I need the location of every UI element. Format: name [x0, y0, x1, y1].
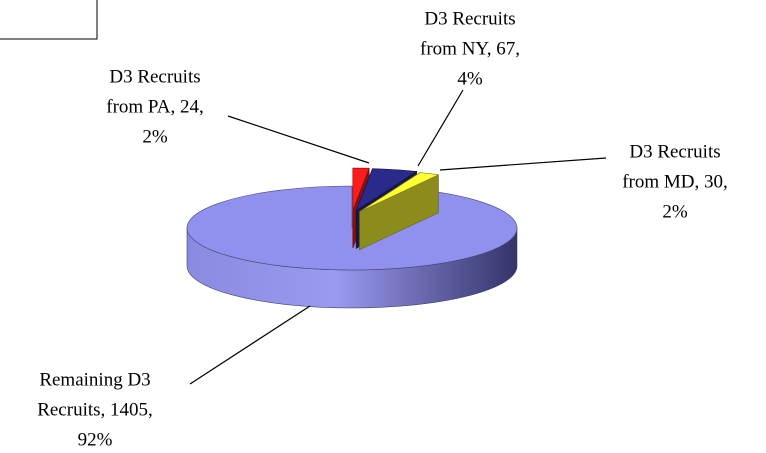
data-label-line: D3 Recruits	[629, 141, 720, 162]
slice-top	[355, 168, 418, 212]
slice-top	[359, 172, 440, 212]
data-label-line: from MD, 30,	[622, 171, 728, 192]
data-label-line: from NY, 67,	[420, 38, 520, 59]
data-label-line: D3 Recruits	[109, 66, 200, 87]
data-label-line: 4%	[457, 68, 483, 89]
data-label-line: from PA, 24,	[106, 96, 203, 117]
data-label: D3 Recruits from PA, 24, 2%	[106, 66, 203, 147]
leader-line	[417, 89, 464, 167]
data-label: Remaining D3 Recruits, 1405, 92%	[37, 369, 153, 450]
data-label-line: 2%	[662, 201, 688, 222]
slice	[186, 185, 518, 309]
slice-top	[186, 185, 518, 271]
leader-line	[439, 157, 607, 171]
leader-line	[227, 115, 370, 164]
slice-top	[352, 167, 370, 211]
legend-box	[0, 0, 98, 40]
data-label: D3 Recruits from NY, 67, 4%	[420, 8, 520, 89]
data-label-line: Remaining D3	[39, 369, 150, 390]
data-label: D3 Recruits from MD, 30, 2%	[622, 141, 728, 222]
data-label-line: Recruits, 1405,	[37, 399, 153, 420]
data-label-line: 2%	[142, 126, 168, 147]
leader-line	[189, 305, 311, 385]
data-label-line: 92%	[78, 429, 113, 450]
data-label-line: D3 Recruits	[424, 8, 515, 29]
slice	[359, 172, 440, 251]
